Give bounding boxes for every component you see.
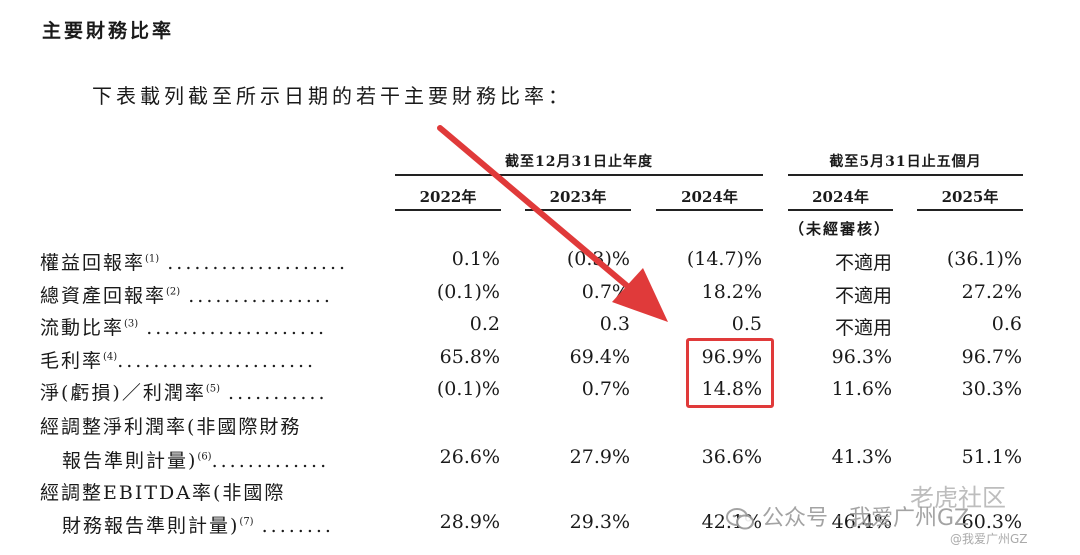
value-roe-col1: 0.1% [451,248,500,270]
value-current-ratio-col2: 0.3 [599,313,630,335]
value-roe-col4: 不適用 [834,252,892,274]
value-adj-net-margin-col4: 41.3% [831,446,892,468]
row-label-gross-margin: 毛利率(4)...................... [40,350,317,372]
row-label-current-ratio: 流動比率(3) .................... [40,317,328,339]
value-adj-ebitda-col2: 29.3% [569,511,630,533]
value-roe-col3: (14.7)% [686,248,762,270]
row-label-adj-net-margin-1: 經調整淨利潤率(非國際財務 [40,416,302,438]
watermark-account: 公众号 · 我爱广州GZ [726,500,969,532]
group-line-fy [395,174,763,176]
year-header-2023: 2023年 [549,188,607,206]
year-line-2024 [656,209,763,211]
value-gross-margin-col2: 69.4% [569,346,630,368]
value-roa-col3: 18.2% [701,281,762,303]
value-net-margin-col5: 30.3% [961,378,1022,400]
group-header-fy: 截至12月31日止年度 [505,154,653,170]
value-gross-margin-col4: 96.3% [831,346,892,368]
value-current-ratio-col4: 不適用 [834,317,892,339]
year-line-2022 [395,209,501,211]
value-adj-net-margin-col5: 51.1% [961,446,1022,468]
value-roa-col4: 不適用 [834,285,892,307]
value-adj-net-margin-col1: 26.6% [439,446,500,468]
year-line-2025-5m [917,209,1023,211]
highlight-box [686,338,774,408]
value-roa-col5: 27.2% [961,281,1022,303]
year-header-2024-5m: 2024年 [812,188,869,206]
value-net-margin-col1: (0.1)% [436,378,500,400]
value-adj-ebitda-col1: 28.9% [439,511,500,533]
intro-text: 下表載列截至所示日期的若干主要財務比率： [92,84,572,108]
value-net-margin-col3: 14.8% [701,378,762,400]
section-title: 主要財務比率 [42,20,175,42]
row-label-adj-ebitda-1: 經調整EBITDA率(非國際 [40,482,286,504]
year-header-2025-5m: 2025年 [941,188,999,206]
year-line-2024-5m [788,209,893,211]
row-label-adj-ebitda-2: 財務報告準則計量)(7) ........ [62,515,334,537]
year-header-2024: 2024年 [681,188,738,206]
row-label-adj-net-margin-2: 報告準則計量)(6)............. [62,450,330,472]
value-adj-net-margin-col3: 36.6% [701,446,762,468]
watermark-handle: @我爱广州GZ [950,532,1028,546]
value-net-margin-col2: 0.7% [581,378,630,400]
value-net-margin-col4: 11.6% [831,378,892,400]
value-adj-net-margin-col2: 27.9% [569,446,630,468]
group-line-5m [788,174,1023,176]
value-roa-col1: (0.1)% [436,281,500,303]
value-gross-margin-col1: 65.8% [439,346,500,368]
value-current-ratio-col1: 0.2 [469,313,500,335]
group-header-5m: 截至5月31日止五個月 [829,154,982,170]
row-label-roe: 權益回報率(1) .................... [40,252,349,274]
value-current-ratio-col3: 0.5 [731,313,762,335]
value-gross-margin-col5: 96.7% [961,346,1022,368]
row-label-net-margin: 淨(虧損)／利潤率(5) ........... [40,382,328,404]
value-current-ratio-col5: 0.6 [991,313,1022,335]
unaudited-note: （未經審核） [788,220,891,238]
year-line-2023 [525,209,631,211]
wechat-icon [726,508,754,530]
value-roe-col5: (36.1)% [946,248,1022,270]
value-gross-margin-col3: 96.9% [701,346,762,368]
value-adj-ebitda-col5: 60.3% [961,511,1022,533]
year-header-2022: 2022年 [419,188,477,206]
watermark-brand: 老虎社区 [910,484,1006,512]
value-adj-ebitda-col4: 46.4% [831,511,892,533]
row-label-roa: 總資產回報率(2) ................ [40,285,333,307]
